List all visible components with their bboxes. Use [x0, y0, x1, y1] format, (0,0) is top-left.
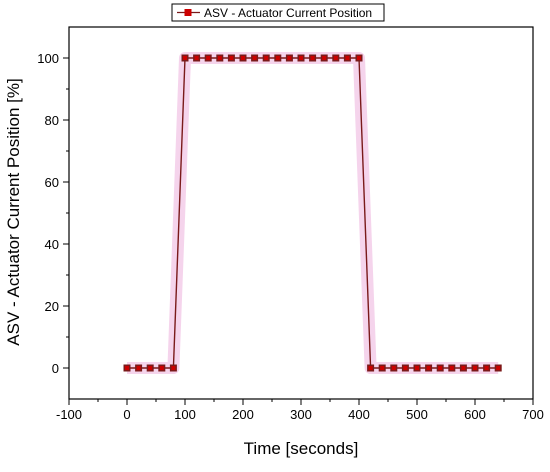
x-tick-label: 0: [123, 407, 130, 422]
data-point-inner: [449, 366, 454, 370]
y-tick-label: 40: [45, 237, 59, 252]
x-tick-label: 600: [464, 407, 486, 422]
data-point-inner: [345, 56, 350, 60]
x-tick-label: 500: [406, 407, 428, 422]
y-axis-label: ASV - Actuator Current Position [%]: [4, 78, 23, 345]
legend-box: [171, 3, 385, 22]
data-point-inner: [136, 366, 141, 370]
data-point-inner: [264, 56, 269, 60]
data-point-inner: [125, 366, 129, 370]
data-point-inner: [299, 56, 303, 60]
data-point-inner: [252, 56, 257, 60]
data-point-inner: [368, 366, 373, 370]
data-point-inner: [415, 366, 419, 370]
data-point-inner: [438, 366, 443, 370]
x-axis-label: Time [seconds]: [244, 439, 359, 458]
data-point-inner: [206, 56, 211, 60]
legend-label: ASV - Actuator Current Position: [204, 6, 372, 20]
data-point-inner: [322, 56, 327, 60]
data-point-inner: [496, 366, 501, 370]
data-point-inner: [310, 56, 315, 60]
legend-marker: [184, 9, 192, 16]
axes: -100 0 100 200 300 400 500 600 700 0 20 40 60 80 100: [37, 26, 544, 422]
data-point-inner: [287, 56, 292, 60]
x-tick-label: 400: [348, 407, 370, 422]
x-tick-label: 100: [174, 407, 196, 422]
series-layer: [123, 52, 502, 374]
data-point-inner: [194, 56, 199, 60]
data-point-inner: [171, 366, 176, 370]
y-tick-label: 0: [52, 361, 59, 376]
x-tick-label: 700: [522, 407, 544, 422]
data-point-inner: [484, 366, 489, 370]
data-point-inner: [217, 56, 222, 60]
data-point-inner: [333, 56, 338, 60]
data-point-inner: [159, 366, 164, 370]
y-tick-label: 100: [37, 51, 59, 66]
y-tick-label: 80: [45, 113, 59, 128]
data-point-inner: [148, 366, 153, 370]
y-tick-label: 60: [45, 175, 59, 190]
data-point-inner: [275, 56, 280, 60]
data-point-inner: [241, 56, 245, 60]
x-tick-label: 300: [290, 407, 312, 422]
data-point-inner: [461, 366, 466, 370]
data-point-inner: [391, 366, 396, 370]
data-point-inner: [357, 56, 361, 60]
x-tick-label: 200: [232, 407, 254, 422]
data-point-inner: [426, 366, 431, 370]
data-point-inner: [473, 366, 477, 370]
data-point-inner: [229, 56, 234, 60]
data-point-inner: [183, 56, 187, 60]
plot-frame: [68, 26, 534, 400]
x-tick-label: -100: [56, 407, 82, 422]
legend: ASV - Actuator Current Position: [171, 3, 385, 22]
y-tick-label: 20: [45, 299, 59, 314]
data-point-inner: [403, 366, 408, 370]
data-point-inner: [380, 366, 385, 370]
